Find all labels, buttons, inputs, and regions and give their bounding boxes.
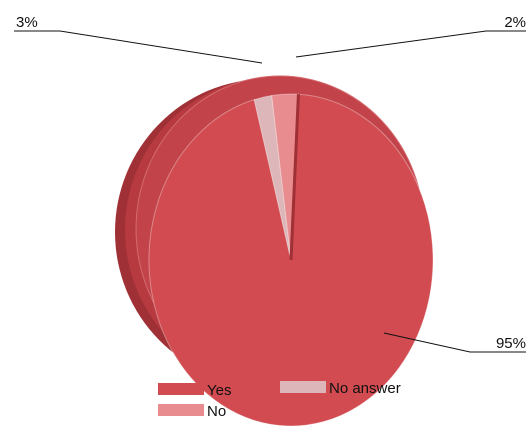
- legend-label-yes: Yes: [207, 382, 231, 399]
- pie-slices: [148, 93, 434, 427]
- pie-slice-no-answer: [253, 94, 292, 261]
- legend: Yes No answer No: [158, 380, 401, 420]
- leader-line-no-answer: [295, 30, 526, 58]
- leader-lines: [14, 30, 526, 353]
- leader-line-yes: [383, 332, 526, 353]
- legend-label-no: No: [207, 403, 226, 420]
- legend-item-no-answer: No answer: [280, 380, 401, 397]
- legend-swatch-no-answer: [280, 381, 326, 393]
- data-label-yes: 95%: [496, 335, 526, 352]
- data-label-no: 3%: [16, 14, 38, 31]
- pie-slice-yes: [148, 93, 434, 427]
- data-label-no-answer: 2%: [504, 14, 526, 31]
- pie-slice-edge: [289, 94, 300, 261]
- legend-swatch-yes: [158, 383, 204, 395]
- legend-item-yes: Yes: [158, 382, 231, 399]
- legend-label-no-answer: No answer: [329, 380, 401, 397]
- legend-swatch-no: [158, 404, 204, 416]
- leader-line-no: [14, 30, 263, 64]
- legend-item-no: No: [158, 403, 226, 420]
